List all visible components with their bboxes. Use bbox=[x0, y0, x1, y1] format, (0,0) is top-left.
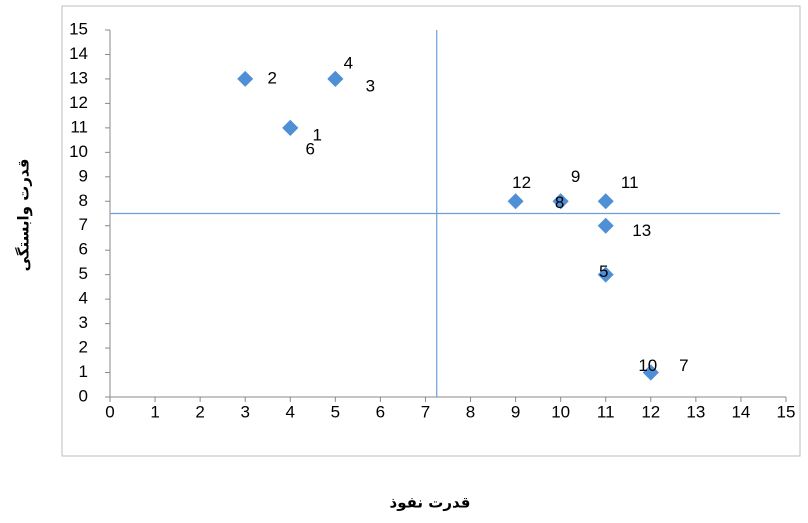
point-label: 8 bbox=[555, 193, 564, 212]
y-tick-label: 7 bbox=[79, 215, 88, 234]
y-tick-label: 15 bbox=[69, 19, 88, 38]
chart: قدرت نفوذ قدرت وابستگی 01234567891011121… bbox=[0, 0, 808, 518]
x-tick-label: 1 bbox=[150, 402, 159, 421]
x-tick-label: 13 bbox=[686, 402, 705, 421]
y-tick-label: 12 bbox=[69, 93, 88, 112]
data-point bbox=[237, 71, 253, 87]
chart-frame bbox=[62, 6, 800, 456]
y-tick-label: 2 bbox=[79, 338, 88, 357]
point-label: 6 bbox=[306, 139, 315, 158]
x-tick-label: 2 bbox=[195, 402, 204, 421]
y-tick-label: 3 bbox=[79, 313, 88, 332]
point-label: 9 bbox=[571, 167, 580, 186]
point-label: 7 bbox=[679, 356, 688, 375]
y-tick-label: 4 bbox=[79, 289, 88, 308]
point-label: 2 bbox=[267, 68, 276, 87]
x-tick-label: 15 bbox=[777, 402, 796, 421]
x-tick-label: 3 bbox=[240, 402, 249, 421]
point-label: 3 bbox=[366, 76, 375, 95]
y-tick-label: 1 bbox=[79, 362, 88, 381]
y-tick-label: 11 bbox=[70, 117, 88, 136]
x-tick-label: 12 bbox=[641, 402, 660, 421]
point-label: 12 bbox=[512, 173, 531, 192]
x-axis-title: قدرت نفوذ bbox=[390, 494, 471, 512]
data-point bbox=[598, 218, 614, 234]
x-tick-label: 5 bbox=[331, 402, 340, 421]
x-tick-label: 14 bbox=[731, 402, 750, 421]
y-tick-label: 0 bbox=[79, 386, 88, 405]
point-label: 5 bbox=[599, 262, 608, 281]
x-tick-label: 10 bbox=[551, 402, 570, 421]
x-tick-label: 11 bbox=[597, 402, 615, 421]
y-tick-label: 5 bbox=[79, 264, 88, 283]
y-tick-label: 14 bbox=[69, 44, 88, 63]
y-tick-label: 6 bbox=[79, 240, 88, 259]
x-tick-label: 4 bbox=[286, 402, 295, 421]
data-point bbox=[282, 120, 298, 136]
y-tick-label: 13 bbox=[69, 68, 88, 87]
point-label: 10 bbox=[638, 356, 657, 375]
x-tick-label: 8 bbox=[466, 402, 475, 421]
x-tick-label: 0 bbox=[105, 402, 114, 421]
y-tick-label: 9 bbox=[79, 166, 88, 185]
x-tick-label: 6 bbox=[376, 402, 385, 421]
point-label: 4 bbox=[344, 53, 353, 72]
x-tick-label: 9 bbox=[511, 402, 520, 421]
x-tick-label: 7 bbox=[421, 402, 430, 421]
data-point bbox=[327, 71, 343, 87]
data-point bbox=[598, 193, 614, 209]
y-axis-title: قدرت وابستگی bbox=[15, 159, 33, 272]
y-tick-label: 10 bbox=[69, 142, 88, 161]
y-tick-label: 8 bbox=[79, 191, 88, 210]
data-point bbox=[508, 193, 524, 209]
point-label: 11 bbox=[621, 173, 639, 192]
point-label: 13 bbox=[632, 221, 651, 240]
